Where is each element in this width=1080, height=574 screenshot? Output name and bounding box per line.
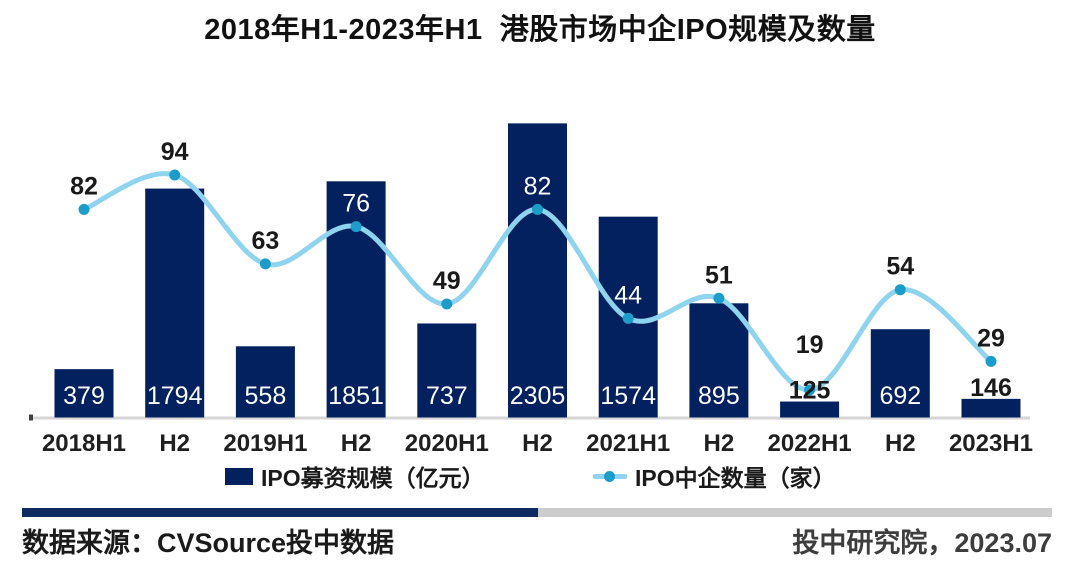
bar-value-label: 379 bbox=[63, 382, 105, 410]
data-source-text: 数据来源：CVSource投中数据 bbox=[22, 528, 395, 558]
line-marker bbox=[78, 203, 90, 215]
bar-value-label: 1794 bbox=[147, 382, 203, 410]
line-value-label: 54 bbox=[886, 253, 914, 281]
x-axis-label: H2 bbox=[885, 430, 916, 457]
bar bbox=[145, 188, 205, 418]
bar bbox=[508, 123, 567, 418]
legend-bar-label: IPO募资规模（亿元） bbox=[261, 465, 485, 491]
chart-canvas: 2018H1 H2 2019H1 H2 2020H1 H2 2021H1 H2 2022H1 H2… bbox=[29, 123, 1033, 457]
bar bbox=[961, 398, 1021, 418]
line-marker bbox=[441, 298, 453, 310]
line-value-label: 63 bbox=[251, 227, 279, 255]
line-marker bbox=[622, 312, 634, 324]
line-value-label: 82 bbox=[524, 172, 552, 200]
line-marker bbox=[985, 355, 997, 367]
x-axis-label: 2020H1 bbox=[405, 430, 489, 457]
bar bbox=[689, 303, 749, 418]
x-axis-label: 2019H1 bbox=[223, 430, 307, 457]
bar bbox=[870, 329, 930, 418]
axis-origin-tick bbox=[29, 414, 33, 421]
bar bbox=[235, 346, 295, 418]
bar-value-label: 2305 bbox=[510, 382, 566, 410]
line-marker bbox=[894, 284, 906, 296]
bar-value-label: 125 bbox=[789, 377, 831, 405]
publisher-text: 投中研究院，2023.07 bbox=[792, 528, 1052, 558]
line-value-label: 44 bbox=[614, 281, 642, 309]
x-axis-label: H2 bbox=[159, 430, 190, 457]
bar-value-label: 692 bbox=[879, 382, 921, 410]
x-axis-label: 2022H1 bbox=[768, 430, 852, 457]
bar-value-label: 1574 bbox=[600, 382, 656, 410]
x-axis-label: H2 bbox=[341, 430, 372, 457]
bar bbox=[780, 401, 840, 418]
line-legend-marker-icon bbox=[593, 470, 627, 482]
line-marker bbox=[804, 384, 816, 396]
legend-item-bar: IPO募资规模（亿元） bbox=[225, 464, 485, 491]
line-marker bbox=[350, 221, 362, 233]
bar-value-label: 1851 bbox=[328, 382, 384, 410]
legend-item-line: IPO中企数量（家） bbox=[593, 464, 836, 491]
bar bbox=[417, 323, 477, 418]
x-axis-label: H2 bbox=[704, 430, 735, 457]
divider-right-segment bbox=[538, 508, 1052, 517]
line-value-label: 29 bbox=[977, 324, 1005, 352]
line-legend-dot-icon bbox=[604, 470, 615, 482]
line-marker bbox=[259, 258, 271, 270]
bar-value-label: 737 bbox=[426, 382, 468, 410]
line-marker bbox=[532, 203, 543, 215]
bar-value-label: 558 bbox=[245, 382, 287, 410]
x-axis-label: 2021H1 bbox=[586, 430, 670, 457]
line-value-label: 82 bbox=[70, 172, 98, 200]
x-axis-label: 2023H1 bbox=[949, 430, 1033, 457]
x-axis-label: 2018H1 bbox=[42, 430, 126, 457]
bar-value-label: 895 bbox=[698, 382, 740, 410]
bar-value-label: 146 bbox=[970, 374, 1012, 402]
legend-line-label: IPO中企数量（家） bbox=[635, 465, 836, 491]
line-value-label: 19 bbox=[796, 331, 824, 359]
chart-title: 2018年H1-2023年H1 港股市场中企IPO规模及数量 bbox=[204, 14, 876, 46]
line-value-label: 49 bbox=[433, 267, 461, 295]
x-axis-line bbox=[29, 416, 1030, 420]
line-value-label: 76 bbox=[342, 190, 370, 218]
divider-left-segment bbox=[22, 508, 538, 517]
bar bbox=[54, 369, 114, 418]
bar bbox=[326, 181, 386, 418]
line-value-label: 51 bbox=[705, 261, 733, 289]
line-value-label: 94 bbox=[161, 138, 189, 166]
bar-legend-swatch-icon bbox=[225, 467, 253, 485]
x-axis-label: H2 bbox=[522, 430, 553, 457]
line-marker bbox=[713, 292, 725, 304]
line-marker bbox=[169, 169, 181, 181]
